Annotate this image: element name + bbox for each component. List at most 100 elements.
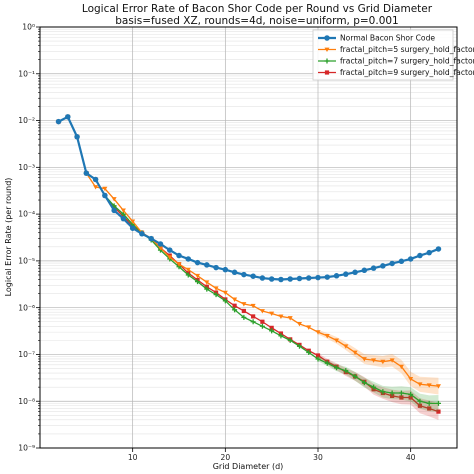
data-point [343, 271, 349, 277]
data-point [334, 338, 340, 343]
data-point [55, 118, 62, 125]
data-point [361, 357, 367, 362]
data-point [435, 400, 441, 406]
plot-frame [39, 26, 458, 449]
series-lines [55, 114, 442, 420]
data-point [157, 245, 163, 251]
data-point [213, 286, 219, 291]
data-point [427, 406, 432, 411]
data-point [185, 256, 192, 262]
data-point [250, 303, 256, 309]
data-point [398, 364, 404, 370]
data-point [334, 365, 340, 371]
data-point [185, 267, 191, 273]
data-point [204, 262, 210, 268]
x-tick-label: 10 [128, 453, 138, 462]
data-point [232, 307, 238, 313]
data-point [194, 259, 201, 266]
data-point [241, 314, 247, 320]
axis-ticks: 10⁻⁹ 10⁻⁸ 10⁻⁷ 10⁻⁶ 10⁻⁵ 10⁻⁴ 10⁻³ 10⁻² 10⁻¹ 10⁰ 1… [18, 23, 415, 462]
data-point [204, 280, 210, 285]
x-tick-label: 30 [313, 453, 323, 462]
data-point [389, 260, 395, 267]
data-point [259, 275, 266, 281]
data-point [306, 325, 312, 330]
data-point [426, 383, 432, 388]
data-point [185, 272, 191, 278]
chart-title: Logical Error Rate of Bacon Shor Code pe… [82, 3, 433, 15]
legend-box [312, 29, 454, 81]
legend-label: fractal_pitch=7 surgery_hold_factor=1 [340, 57, 474, 66]
data-point [148, 235, 154, 242]
data-point [129, 225, 136, 231]
data-point [315, 356, 321, 362]
data-point [83, 170, 90, 176]
y-tick-label: 10⁻⁹ [18, 444, 35, 453]
data-point [195, 273, 201, 279]
data-point [65, 114, 71, 120]
x-tick-label: 20 [220, 453, 230, 462]
data-point [222, 266, 229, 273]
data-point [195, 279, 201, 285]
data-point [102, 186, 108, 192]
data-point [315, 274, 321, 281]
data-point [324, 47, 330, 53]
data-point [324, 58, 330, 64]
data-point [371, 384, 377, 390]
data-point [241, 308, 246, 314]
data-point [389, 390, 395, 396]
data-point [250, 319, 256, 325]
data-point [361, 380, 367, 386]
data-point [435, 384, 441, 389]
data-point [204, 286, 210, 292]
data-point [287, 337, 293, 343]
y-tick-label: 10⁰ [22, 23, 35, 32]
series-line [58, 115, 439, 387]
data-point [251, 314, 256, 319]
y-tick-label: 10⁻² [18, 116, 35, 125]
data-point [241, 302, 247, 307]
data-point [296, 321, 302, 327]
data-point [213, 264, 219, 271]
y-tick-label: 10⁻⁵ [18, 256, 35, 265]
grid-lines [40, 26, 457, 449]
data-point [417, 398, 423, 404]
series-uncertainty-band [318, 353, 439, 420]
data-point [259, 323, 265, 329]
data-point [306, 349, 312, 356]
data-point [324, 274, 331, 280]
data-point [222, 298, 228, 304]
data-point [343, 368, 349, 374]
legend-label: fractal_pitch=5 surgery_hold_factor=1 [340, 45, 474, 54]
y-tick-label: 10⁻⁴ [18, 210, 35, 219]
data-point [305, 275, 312, 281]
data-point [296, 343, 302, 349]
data-point [166, 247, 173, 253]
data-point [426, 249, 432, 256]
data-point [333, 273, 340, 279]
data-point [278, 314, 284, 319]
data-point [361, 267, 368, 274]
data-point [352, 373, 358, 379]
data-point [296, 275, 303, 282]
legend-label: Normal Bacon Shor Code [340, 34, 435, 43]
data-point [120, 215, 127, 222]
data-point [417, 403, 423, 408]
data-point [417, 382, 423, 387]
data-point [324, 360, 330, 366]
data-point [241, 271, 247, 278]
x-axis-label: Grid Diameter (d) [213, 462, 284, 471]
data-point [176, 252, 182, 259]
data-point [371, 358, 377, 363]
data-point [250, 273, 256, 279]
data-point [352, 269, 358, 276]
y-axis-label: Logical Error Rate (per round) [4, 178, 13, 297]
data-point [231, 269, 238, 276]
y-tick-label: 10⁻⁶ [18, 303, 35, 312]
data-point [269, 328, 275, 334]
data-point [315, 330, 321, 335]
y-tick-label: 10⁻⁷ [18, 350, 35, 359]
data-point [380, 389, 386, 395]
data-point [139, 231, 145, 237]
